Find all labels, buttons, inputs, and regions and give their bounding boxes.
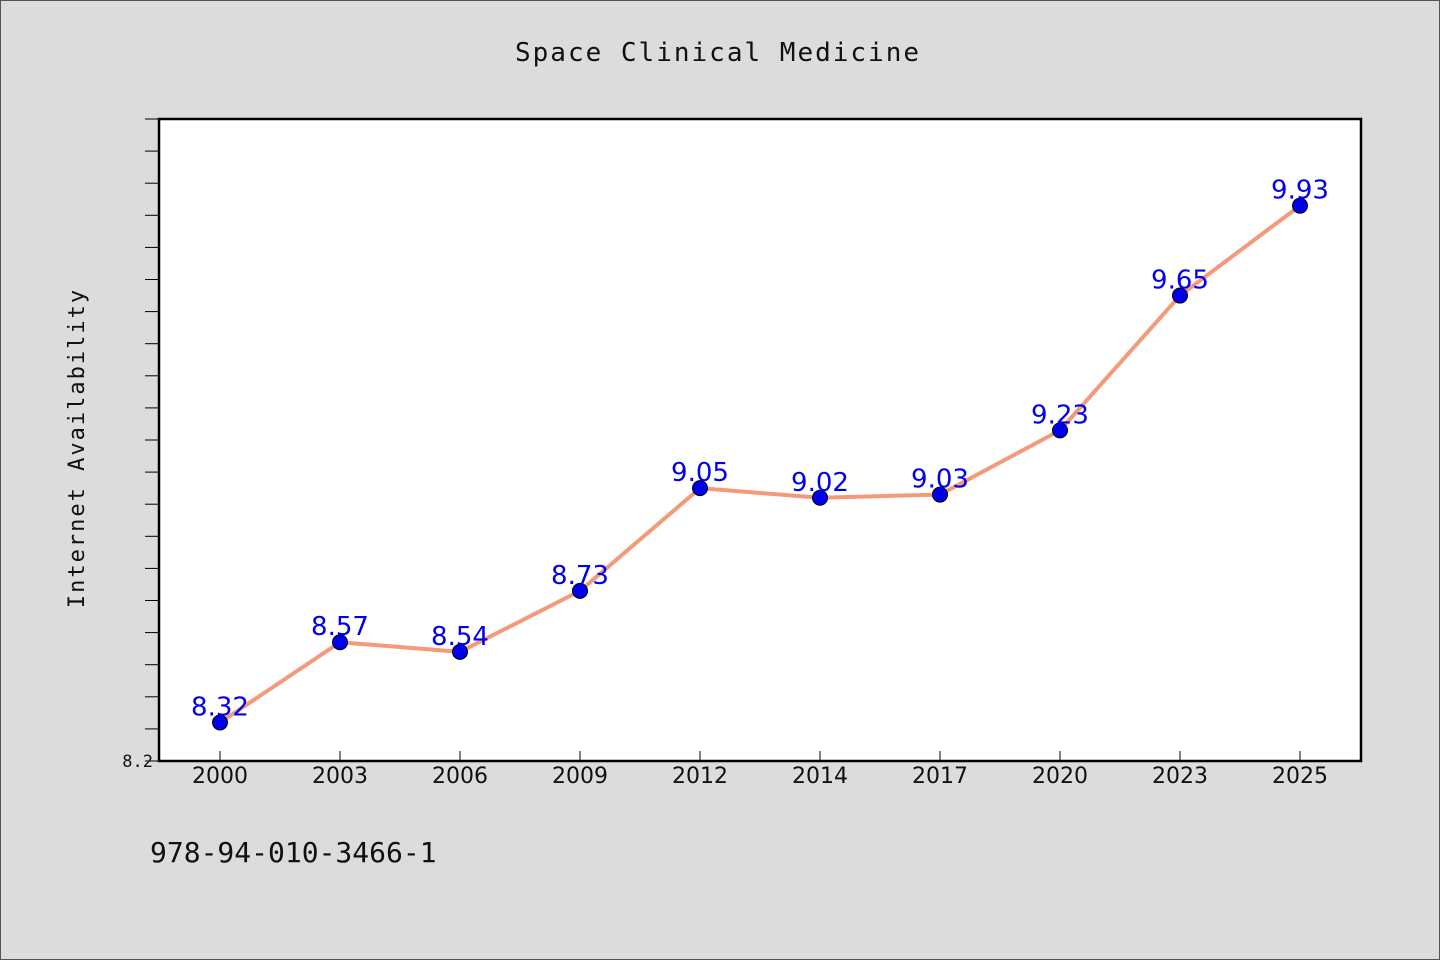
data-point <box>1052 422 1068 439</box>
x-tick-label: 2025 <box>1272 764 1328 789</box>
chart-title: Space Clinical Medicine <box>515 38 921 68</box>
data-point <box>212 714 228 731</box>
x-tick-label: 2006 <box>432 764 488 789</box>
data-point <box>812 489 828 506</box>
x-tick-label: 2017 <box>912 764 968 789</box>
x-tick-label: 2003 <box>312 764 368 789</box>
data-point <box>1292 197 1308 214</box>
data-label: 9.93 <box>1271 176 1329 206</box>
y-ticks: 8.2 <box>122 118 159 772</box>
y-tick-label: 8.2 <box>122 752 153 772</box>
data-label: 9.05 <box>671 458 729 488</box>
data-label: 9.03 <box>911 465 969 495</box>
data-point <box>572 582 588 599</box>
x-tick-label: 2000 <box>192 764 248 789</box>
x-tick-label: 2023 <box>1152 764 1208 789</box>
data-point <box>932 486 948 503</box>
series-line <box>218 204 1302 725</box>
data-label: 8.73 <box>551 561 609 591</box>
x-ticks: 2000 2003 2006 2009 2012 2014 2017 2020 2023 2025 <box>192 751 1328 789</box>
data-point <box>692 480 708 497</box>
data-point <box>1172 287 1188 304</box>
x-tick-label: 2012 <box>672 764 728 789</box>
data-label: 9.23 <box>1031 400 1089 430</box>
data-label: 9.02 <box>791 468 849 498</box>
data-label: 8.54 <box>431 622 489 652</box>
footnote: 978-94-010-3466-1 <box>150 836 437 869</box>
data-point <box>332 634 348 651</box>
data-label: 9.65 <box>1151 266 1209 296</box>
data-point <box>452 643 468 660</box>
series-line-group: 8.32 8.57 8.54 8.73 9.05 9.02 9.03 9.23 9.65 9.93 <box>191 176 1329 731</box>
plot-area <box>157 117 1363 763</box>
data-label: 8.32 <box>191 692 249 722</box>
y-axis-label: Internet Availability <box>65 288 90 608</box>
x-tick-label: 2014 <box>792 764 848 789</box>
data-label: 8.57 <box>311 612 369 642</box>
x-tick-label: 2009 <box>552 764 608 789</box>
x-tick-label: 2020 <box>1032 764 1088 789</box>
